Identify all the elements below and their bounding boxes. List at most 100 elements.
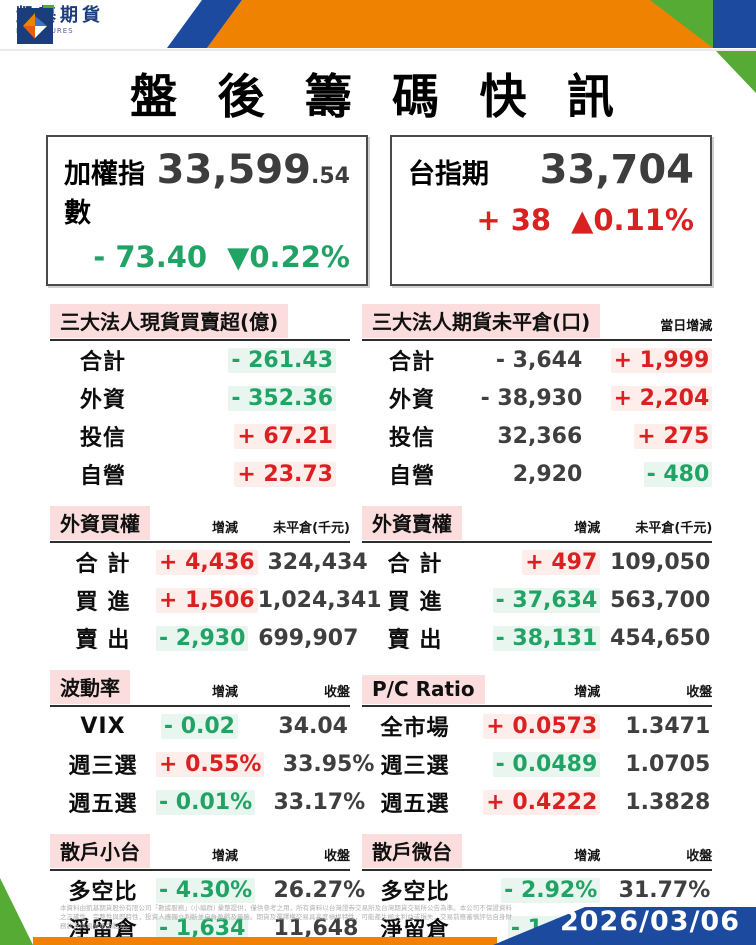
row-label: 週三選 — [380, 754, 450, 779]
row-label: 多空比 — [68, 880, 138, 905]
close-value: 33.17% — [273, 789, 366, 815]
close-value: 33.95% — [282, 751, 375, 777]
row-label: 週三選 — [68, 754, 138, 779]
change-value: + 0.55% — [156, 751, 265, 777]
kgi-logo-icon — [17, 5, 54, 44]
quote-value: 33,704 — [539, 147, 694, 193]
row-label: 買 進 — [387, 590, 443, 615]
table-row: 自營 + 23.73 — [50, 455, 350, 493]
close-value: 34.04 — [278, 713, 348, 739]
column-header-close: 收盤 — [323, 849, 350, 864]
row-label: 合 計 — [75, 552, 131, 577]
section-title: 三大法人現貨買賣超(億) — [50, 304, 289, 338]
close-value: 1.3471 — [625, 713, 711, 739]
change-value: - 4.30% — [156, 877, 256, 903]
quote-decimal: .54 — [311, 164, 350, 189]
table-row: 多空比 - 4.30% 26.27% — [50, 871, 365, 909]
oi-value: - 3,644 — [495, 347, 583, 373]
row-label: 合計 — [79, 350, 126, 375]
change-value: + 67.21 — [234, 423, 336, 449]
quote-change: - 73.40 ▼0.22% — [64, 240, 350, 274]
oi-value: 324,434 — [267, 549, 368, 575]
column-header-change: 增減 — [211, 849, 238, 864]
column-header-change: 增減 — [211, 521, 238, 536]
divider — [362, 339, 713, 341]
quote-taiex-futures: 台指期 33,704 + 38 ▲0.11% — [390, 135, 712, 286]
table-row: 週五選 - 0.01% 33.17% — [50, 783, 365, 821]
change-value: + 275 — [634, 423, 713, 449]
change-value: + 1,999 — [610, 347, 713, 373]
row-label: 賣 出 — [387, 628, 443, 653]
oi-value: 109,050 — [610, 549, 711, 575]
oi-value: 1,024,341 — [257, 587, 382, 613]
change-value: - 37,634 — [492, 587, 601, 613]
table-row: 投信 + 67.21 — [50, 417, 350, 455]
table-row: 賣 出 - 38,131 454,650 — [362, 619, 712, 657]
quote-change: + 38 ▲0.11% — [408, 203, 694, 237]
table-row: 合計 - 3,644 + 1,999 — [362, 341, 713, 379]
change-value: - 2.92% — [501, 877, 601, 903]
table-row: 外資 - 38,930 + 2,204 — [362, 379, 713, 417]
header-band: 凱基期貨 KGI FUTURES — [0, 0, 756, 93]
divider — [50, 869, 350, 871]
change-value: - 480 — [643, 461, 713, 487]
table-row: 賣 出 - 2,930 699,907 — [50, 619, 358, 657]
row-label: 週五選 — [380, 792, 450, 817]
table-row: 買 進 - 37,634 563,700 — [362, 581, 712, 619]
row-label: 外資 — [388, 388, 435, 413]
column-header-change: 增減 — [574, 849, 601, 864]
table-row: 買 進 + 1,506 1,024,341 — [50, 581, 382, 619]
row-label: 全市場 — [380, 716, 450, 741]
column-header-change: 增減 — [574, 521, 601, 536]
column-header-change: 增減 — [574, 685, 601, 700]
table-row: 全市場 + 0.0573 1.3471 — [362, 707, 712, 745]
row-label: 外資 — [79, 388, 126, 413]
row-label: VIX — [80, 713, 126, 739]
change-value: + 0.4222 — [483, 789, 601, 815]
change-value: + 2,204 — [610, 385, 713, 411]
divider — [50, 541, 350, 543]
close-value: 1.3828 — [625, 789, 711, 815]
data-sections: 三大法人現貨買賣超(億) 合計 - 261.43 外資 - 352.36 投信 … — [50, 302, 713, 945]
divider — [362, 869, 713, 871]
section-retail-mini: 散戶小台 增減 收盤 多空比 - 4.30% 26.27% 淨留倉 - 1,63… — [50, 832, 365, 945]
change-value: + 0.0573 — [483, 713, 601, 739]
oi-value: 32,366 — [497, 423, 583, 449]
table-row: 週三選 + 0.55% 33.95% — [50, 745, 374, 783]
change-value: - 0.02 — [160, 713, 238, 739]
column-header-change: 增減 — [211, 685, 238, 700]
row-label: 週五選 — [68, 792, 138, 817]
column-header-oi: 未平倉(千元) — [635, 521, 713, 536]
table-row: 週三選 - 0.0489 1.0705 — [362, 745, 712, 783]
close-value: 1.0705 — [625, 751, 711, 777]
change-value: - 352.36 — [228, 385, 336, 411]
header-band-shapes — [167, 0, 756, 93]
change-value: - 2,930 — [156, 625, 249, 651]
row-label: 合計 — [388, 350, 435, 375]
table-row: 多空比 - 2.92% 31.77% — [362, 871, 712, 909]
table-row: 自營 2,920 - 480 — [362, 455, 713, 493]
table-row: 淨留倉 - 1,634 11,648 — [50, 909, 358, 945]
change-value: - 38,131 — [492, 625, 601, 651]
row-label: 投信 — [79, 426, 126, 451]
table-row: 外資 - 352.36 — [50, 379, 350, 417]
oi-value: - 38,930 — [480, 385, 583, 411]
close-value: 31.77% — [618, 877, 711, 903]
kgi-logo: 凱基期貨 KGI FUTURES — [16, 5, 104, 44]
report-date: 2026/03/06 — [559, 906, 740, 937]
change-amount: - 73.40 — [93, 240, 208, 274]
change-value: - 0.0489 — [492, 751, 601, 777]
table-row: 投信 32,366 + 275 — [362, 417, 713, 455]
row-label: 買 進 — [75, 590, 131, 615]
table-row: 合計 - 261.43 — [50, 341, 350, 379]
column-header-oi: 未平倉(千元) — [273, 521, 350, 536]
table-row: 合 計 + 497 109,050 — [362, 543, 712, 581]
column-header-daily-change: 當日增減 — [660, 319, 713, 334]
section-foreign-put: 外資賣權 增減 未平倉(千元) 合 計 + 497 109,050 買 進 - … — [362, 504, 713, 657]
change-percent: ▲0.11% — [571, 203, 694, 237]
column-header-close: 收盤 — [323, 685, 350, 700]
section-title: 外資買權 — [50, 506, 150, 540]
section-pc-ratio: P/C Ratio 增減 收盤 全市場 + 0.0573 1.3471 週三選 … — [362, 668, 713, 821]
row-label: 多空比 — [380, 880, 450, 905]
